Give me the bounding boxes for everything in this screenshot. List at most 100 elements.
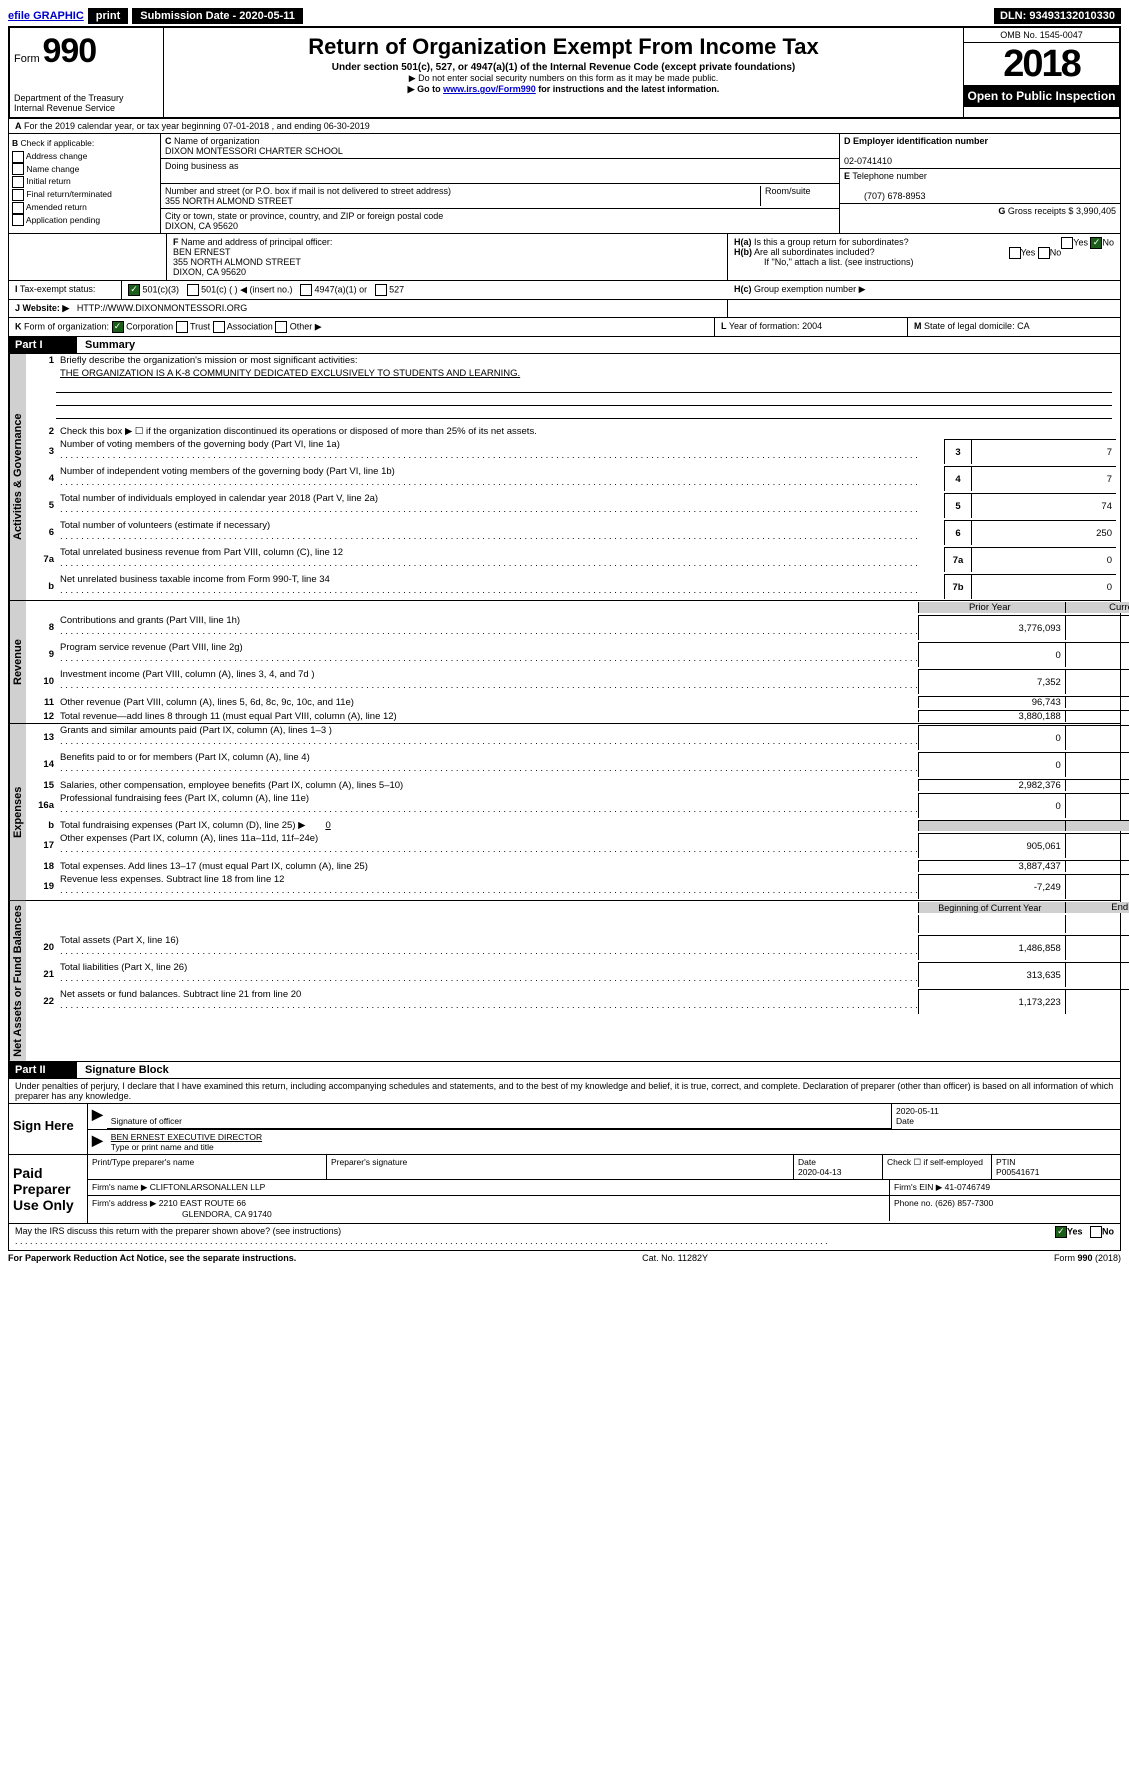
sign-date: 2020-05-11 — [896, 1106, 939, 1116]
ha-no[interactable] — [1090, 237, 1102, 249]
corp-check[interactable] — [112, 321, 124, 333]
org-form-row: K Form of organization: Corporation Trus… — [8, 318, 1121, 337]
l11-prior: 96,743 — [918, 696, 1065, 708]
form-subtitle: Under section 501(c), 527, or 4947(a)(1)… — [170, 62, 957, 73]
gross-receipts: 3,990,405 — [1076, 206, 1116, 216]
print-button[interactable]: print — [88, 8, 128, 24]
l16a-curr: 0 — [1065, 793, 1129, 818]
l16b-val: 0 — [305, 820, 350, 831]
hb-no[interactable] — [1038, 247, 1050, 259]
part2-header: Part II Signature Block — [8, 1062, 1121, 1079]
dln: DLN: 93493132010330 — [994, 8, 1121, 24]
l20-curr: 1,463,581 — [1065, 935, 1129, 960]
box-c: C Name of organization DIXON MONTESSORI … — [161, 134, 839, 233]
irs-link[interactable]: www.irs.gov/Form990 — [443, 84, 536, 94]
4947-check[interactable] — [300, 284, 312, 296]
website-url[interactable]: HTTP://WWW.DIXONMONTESSORI.ORG — [77, 303, 248, 313]
app-pending-check[interactable] — [12, 214, 24, 226]
sign-here-block: Sign Here ▶ Signature of officer 2020-05… — [8, 1104, 1121, 1155]
other-check[interactable] — [275, 321, 287, 333]
mission-text: THE ORGANIZATION IS A K-8 COMMUNITY DEDI… — [60, 368, 1116, 379]
discuss-row: May the IRS discuss this return with the… — [8, 1224, 1121, 1251]
l4-val: 7 — [971, 466, 1116, 491]
501c3-check[interactable] — [128, 284, 140, 296]
l19-prior: -7,249 — [918, 874, 1065, 899]
trust-check[interactable] — [176, 321, 188, 333]
signer-name: BEN ERNEST EXECUTIVE DIRECTOR — [111, 1132, 262, 1142]
ha-yes[interactable] — [1061, 237, 1073, 249]
form-number: 990 — [42, 32, 96, 70]
expenses-section: Expenses 13Grants and similar amounts pa… — [8, 724, 1121, 901]
prior-year-header: Prior Year — [918, 602, 1065, 613]
l17-curr: 843,859 — [1065, 833, 1129, 858]
firm-addr: 2210 EAST ROUTE 66 — [159, 1198, 246, 1208]
l14-curr: 0 — [1065, 752, 1129, 777]
exp-side-label: Expenses — [9, 724, 26, 900]
527-check[interactable] — [375, 284, 387, 296]
year-formation: 2004 — [802, 321, 822, 331]
current-year-header: Current Year — [1065, 602, 1129, 613]
box-b: B Check if applicable: Address change Na… — [9, 134, 161, 233]
officer-group-row: F Name and address of principal officer:… — [8, 234, 1121, 281]
hb-yes[interactable] — [1009, 247, 1021, 259]
l8-curr: 3,861,306 — [1065, 615, 1129, 640]
rev-side-label: Revenue — [9, 601, 26, 723]
state-domicile: CA — [1017, 321, 1030, 331]
l10-curr: 6,178 — [1065, 669, 1129, 694]
l13-prior: 0 — [918, 725, 1065, 750]
firm-name: CLIFTONLARSONALLEN LLP — [150, 1182, 266, 1192]
l22-prior: 1,173,223 — [918, 989, 1065, 1014]
ptin: P00541671 — [996, 1167, 1040, 1177]
discuss-yes[interactable] — [1055, 1226, 1067, 1238]
revenue-section: Revenue Prior YearCurrent Year 8Contribu… — [8, 601, 1121, 724]
addr-change-check[interactable] — [12, 151, 24, 163]
l20-prior: 1,486,858 — [918, 935, 1065, 960]
form-header: Form 990 Department of the Treasury Inte… — [8, 26, 1121, 119]
box-right: D Employer identification number 02-0741… — [839, 134, 1120, 233]
amended-check[interactable] — [12, 202, 24, 214]
l14-prior: 0 — [918, 752, 1065, 777]
l7a-val: 0 — [971, 547, 1116, 572]
perjury-text: Under penalties of perjury, I declare th… — [8, 1079, 1121, 1104]
efile-link[interactable]: efile GRAPHIC — [8, 10, 84, 22]
firm-ein: 41-0746749 — [945, 1182, 990, 1192]
l12-curr: 3,990,405 — [1065, 710, 1129, 722]
form-label: Form — [14, 53, 40, 65]
501c-check[interactable] — [187, 284, 199, 296]
top-bar: efile GRAPHIC print Submission Date - 20… — [8, 8, 1121, 24]
l19-curr: -54,277 — [1065, 874, 1129, 899]
l8-prior: 3,776,093 — [918, 615, 1065, 640]
name-change-check[interactable] — [12, 163, 24, 175]
page-footer: For Paperwork Reduction Act Notice, see … — [8, 1251, 1121, 1265]
net-assets-section: Net Assets or Fund Balances Beginning of… — [8, 901, 1121, 1062]
l18-prior: 3,887,437 — [918, 860, 1065, 872]
org-city: DIXON, CA 95620 — [165, 221, 238, 231]
part1-header: Part I Summary — [8, 337, 1121, 354]
ein-value: 02-0741410 — [844, 156, 892, 166]
gov-side-label: Activities & Governance — [9, 354, 26, 600]
tax-year-row: A For the 2019 calendar year, or tax yea… — [8, 119, 1121, 134]
l6-val: 250 — [971, 520, 1116, 545]
phone-value: (707) 678-8953 — [844, 191, 926, 201]
omb-number: OMB No. 1545-0047 — [964, 28, 1119, 43]
l9-curr: 69,762 — [1065, 642, 1129, 667]
final-return-check[interactable] — [12, 189, 24, 201]
governance-section: Activities & Governance 1Briefly describ… — [8, 354, 1121, 601]
initial-return-check[interactable] — [12, 176, 24, 188]
l3-val: 7 — [971, 439, 1116, 464]
net-side-label: Net Assets or Fund Balances — [9, 901, 26, 1061]
discuss-no[interactable] — [1090, 1226, 1102, 1238]
form-note1: ▶ Do not enter social security numbers o… — [170, 73, 957, 84]
l9-prior: 0 — [918, 642, 1065, 667]
form-title: Return of Organization Exempt From Incom… — [170, 34, 957, 60]
l15-curr: 3,200,823 — [1065, 779, 1129, 791]
l13-curr: 0 — [1065, 725, 1129, 750]
l22-curr: 1,118,946 — [1065, 989, 1129, 1014]
tax-status-row: I Tax-exempt status: 501(c)(3) 501(c) ( … — [8, 281, 1121, 300]
assoc-check[interactable] — [213, 321, 225, 333]
l16a-prior: 0 — [918, 793, 1065, 818]
l15-prior: 2,982,376 — [918, 779, 1065, 791]
l7b-val: 0 — [971, 574, 1116, 599]
l10-prior: 7,352 — [918, 669, 1065, 694]
l5-val: 74 — [971, 493, 1116, 518]
